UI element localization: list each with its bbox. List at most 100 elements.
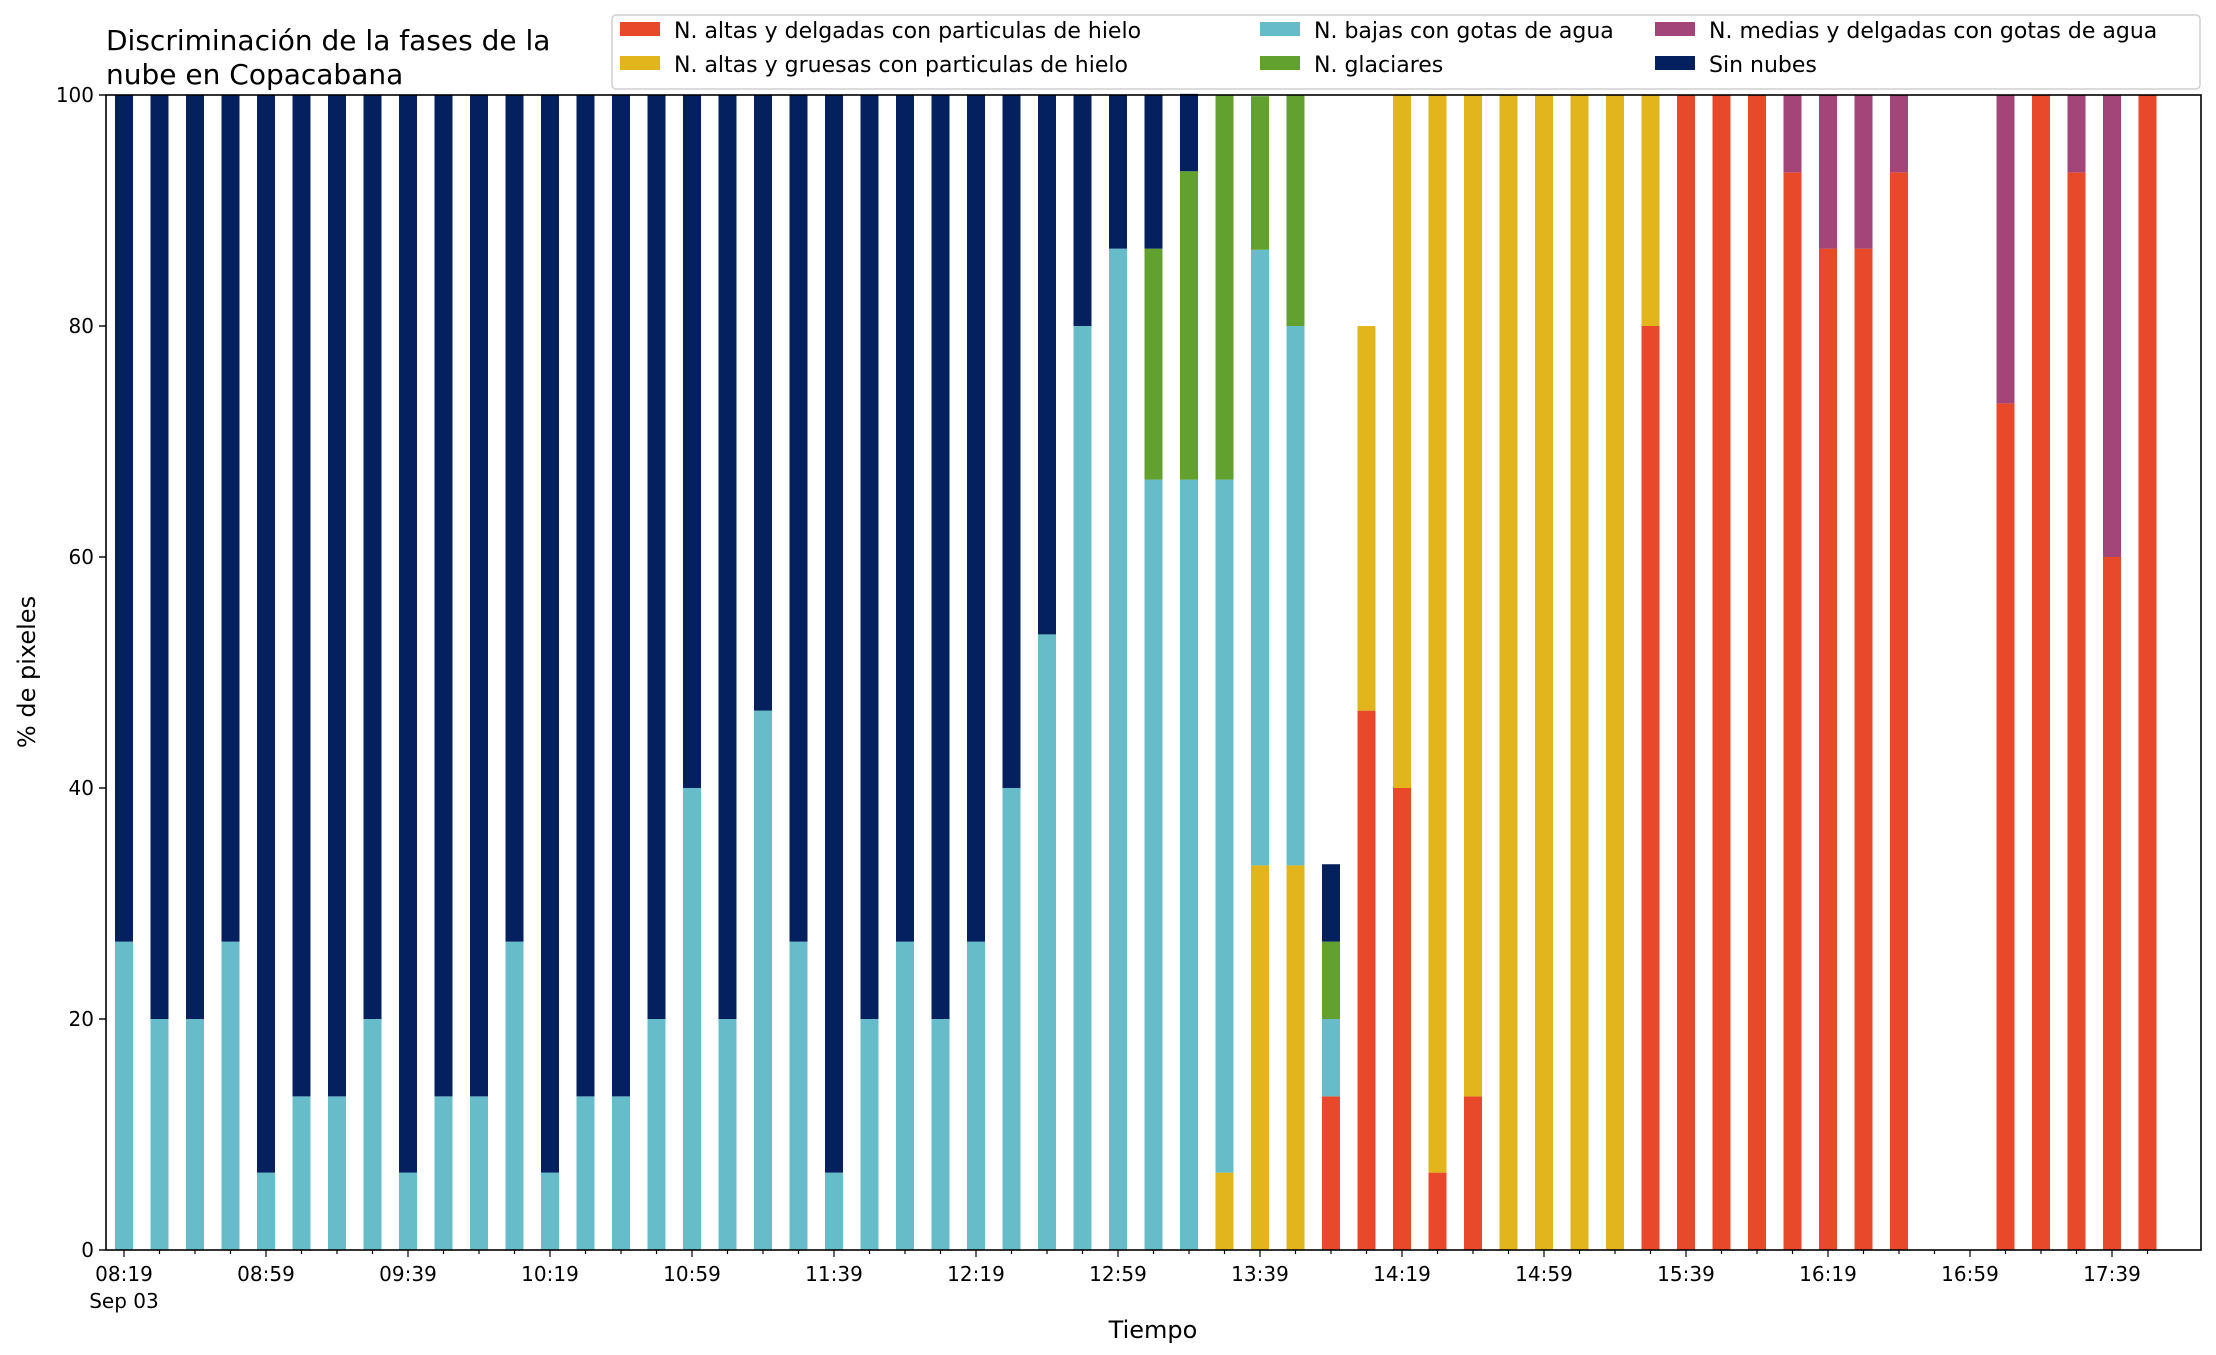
bar-n-bajas-con-gotas-de-agua-31 <box>1215 479 1234 1173</box>
bar-n-medias-y-delgadas-con-gotas-de-agua-50 <box>1890 95 1908 173</box>
bar-n-bajas-con-gotas-de-agua-15 <box>647 1019 666 1250</box>
bar-n-bajas-con-gotas-de-agua-17 <box>718 1019 737 1250</box>
bar-sin-nubes-28 <box>1109 95 1127 249</box>
bar-n-altas-y-delgadas-con-particulas-de-hielo-46 <box>1748 95 1766 1250</box>
legend-swatch-n-altas-y-delgadas-con-particulas-de-hielo <box>620 22 660 36</box>
bar-n-bajas-con-gotas-de-agua-7 <box>363 1019 382 1250</box>
x-tick-label: 10:19 <box>521 1262 579 1286</box>
legend-label-n-altas-y-delgadas-con-particulas-de-hielo: N. altas y delgadas con particulas de hi… <box>674 19 1141 44</box>
bar-n-bajas-con-gotas-de-agua-14 <box>612 1096 630 1250</box>
bar-n-bajas-con-gotas-de-agua-9 <box>434 1096 453 1250</box>
bar-sin-nubes-17 <box>718 95 737 1019</box>
legend: N. altas y delgadas con particulas de hi… <box>611 14 2201 90</box>
y-axis: 0 20 40 60 80 100 <box>56 83 106 1262</box>
bar-sin-nubes-24 <box>967 95 985 942</box>
bar-n-glaciares-34 <box>1322 941 1340 1019</box>
y-tick-label: 20 <box>69 1007 94 1031</box>
bar-n-bajas-con-gotas-de-agua-12 <box>541 1172 559 1250</box>
bar-sin-nubes-19 <box>789 95 808 942</box>
bar-sin-nubes-9 <box>434 95 453 1097</box>
bar-n-altas-y-gruesas-con-particulas-de-hielo-42 <box>1606 95 1624 1250</box>
legend-label-n-altas-y-gruesas-con-particulas-de-hielo: N. altas y gruesas con particulas de hie… <box>674 53 1128 78</box>
x-tick-label: 12:59 <box>1089 1262 1147 1286</box>
bar-n-altas-y-delgadas-con-particulas-de-hielo-35 <box>1357 710 1376 1250</box>
x-tick-label: 10:59 <box>663 1262 721 1286</box>
legend-swatch-sin-nubes <box>1655 56 1695 70</box>
bar-n-altas-y-delgadas-con-particulas-de-hielo-43 <box>1641 326 1660 1250</box>
legend-box <box>611 14 2201 90</box>
bar-sin-nubes-11 <box>505 95 524 942</box>
bar-n-medias-y-delgadas-con-gotas-de-agua-47 <box>1783 95 1802 173</box>
bar-n-medias-y-delgadas-con-gotas-de-agua-56 <box>2103 95 2121 557</box>
x-tick-label: 08:19 <box>95 1262 153 1286</box>
bar-n-bajas-con-gotas-de-agua-22 <box>896 941 914 1250</box>
bar-n-altas-y-gruesas-con-particulas-de-hielo-37 <box>1428 95 1447 1173</box>
legend-swatch-n-glaciares <box>1260 56 1300 70</box>
bar-sin-nubes-22 <box>896 95 914 942</box>
x-tick-label: 14:19 <box>1373 1262 1431 1286</box>
bar-n-bajas-con-gotas-de-agua-32 <box>1251 249 1269 866</box>
bar-n-glaciares-29 <box>1144 248 1163 480</box>
bar-n-bajas-con-gotas-de-agua-27 <box>1073 326 1092 1250</box>
bar-n-medias-y-delgadas-con-gotas-de-agua-53 <box>1996 95 2015 404</box>
bar-sin-nubes-27 <box>1073 95 1092 326</box>
x-axis: 08:19 08:59 09:39 10:19 10:59 11:39 12:19 12:59… <box>95 1250 2149 1286</box>
bar-n-bajas-con-gotas-de-agua-29 <box>1144 479 1163 1250</box>
bar-n-bajas-con-gotas-de-agua-2 <box>186 1019 204 1250</box>
bar-sin-nubes-30 <box>1180 93 1198 172</box>
bar-sin-nubes-14 <box>612 95 630 1097</box>
legend-label-n-medias-y-delgadas-con-gotas-de-agua: N. medias y delgadas con gotas de agua <box>1709 19 2157 44</box>
bar-n-medias-y-delgadas-con-gotas-de-agua-55 <box>2067 95 2086 173</box>
chart-title-line-2: nube en Copacabana <box>106 58 403 91</box>
bar-n-altas-y-gruesas-con-particulas-de-hielo-39 <box>1499 95 1518 1250</box>
bar-sin-nubes-34 <box>1322 864 1340 942</box>
y-tick-label: 40 <box>69 776 94 800</box>
bar-n-medias-y-delgadas-con-gotas-de-agua-49 <box>1854 95 1873 249</box>
bar-sin-nubes-25 <box>1002 95 1021 788</box>
bar-n-bajas-con-gotas-de-agua-8 <box>399 1172 417 1250</box>
bar-n-altas-y-delgadas-con-particulas-de-hielo-48 <box>1819 248 1837 1250</box>
bar-n-altas-y-delgadas-con-particulas-de-hielo-47 <box>1783 172 1802 1250</box>
bar-sin-nubes-0 <box>115 95 133 942</box>
bar-n-bajas-con-gotas-de-agua-18 <box>754 710 772 1250</box>
legend-swatch-n-medias-y-delgadas-con-gotas-de-agua <box>1655 22 1695 36</box>
x-tick-label: 09:39 <box>379 1262 437 1286</box>
bar-sin-nubes-3 <box>221 95 240 942</box>
bar-n-bajas-con-gotas-de-agua-13 <box>576 1096 595 1250</box>
bar-n-bajas-con-gotas-de-agua-11 <box>505 941 524 1250</box>
bar-sin-nubes-2 <box>186 95 204 1019</box>
bar-n-altas-y-gruesas-con-particulas-de-hielo-36 <box>1393 95 1411 788</box>
bar-n-bajas-con-gotas-de-agua-3 <box>221 941 240 1250</box>
bar-n-bajas-con-gotas-de-agua-19 <box>789 941 808 1250</box>
bar-n-bajas-con-gotas-de-agua-6 <box>328 1096 346 1250</box>
x-tick-label: 17:39 <box>2083 1262 2141 1286</box>
bar-n-bajas-con-gotas-de-agua-24 <box>967 941 985 1250</box>
bar-sin-nubes-13 <box>576 95 595 1097</box>
y-tick-label: 60 <box>69 545 94 569</box>
bar-n-altas-y-delgadas-con-particulas-de-hielo-55 <box>2067 172 2086 1250</box>
x-date-label: Sep 03 <box>89 1289 159 1313</box>
bar-n-altas-y-delgadas-con-particulas-de-hielo-38 <box>1464 1096 1482 1250</box>
legend-swatch-n-bajas-con-gotas-de-agua <box>1260 22 1300 36</box>
bar-n-altas-y-delgadas-con-particulas-de-hielo-37 <box>1428 1172 1447 1250</box>
bar-n-bajas-con-gotas-de-agua-16 <box>683 788 701 1250</box>
bar-n-altas-y-delgadas-con-particulas-de-hielo-57 <box>2138 95 2157 1250</box>
bar-n-glaciares-33 <box>1286 95 1305 326</box>
bar-n-altas-y-gruesas-con-particulas-de-hielo-38 <box>1464 95 1482 1097</box>
bar-sin-nubes-6 <box>328 95 346 1097</box>
legend-label-n-bajas-con-gotas-de-agua: N. bajas con gotas de agua <box>1314 19 1614 44</box>
bar-sin-nubes-8 <box>399 95 417 1173</box>
x-axis-label: Tiempo <box>1108 1316 1198 1344</box>
bar-n-glaciares-32 <box>1251 96 1269 250</box>
bar-n-altas-y-delgadas-con-particulas-de-hielo-50 <box>1890 172 1908 1250</box>
bar-n-altas-y-delgadas-con-particulas-de-hielo-44 <box>1677 95 1695 1250</box>
bar-n-altas-y-delgadas-con-particulas-de-hielo-53 <box>1996 403 2015 1250</box>
bar-n-bajas-con-gotas-de-agua-20 <box>825 1172 843 1250</box>
x-tick-label: 15:39 <box>1657 1262 1715 1286</box>
legend-label-sin-nubes: Sin nubes <box>1709 53 1817 78</box>
bar-sin-nubes-5 <box>292 95 311 1097</box>
bar-sin-nubes-10 <box>470 95 488 1097</box>
bar-n-medias-y-delgadas-con-gotas-de-agua-48 <box>1819 95 1837 249</box>
bars-group <box>115 93 2157 1250</box>
